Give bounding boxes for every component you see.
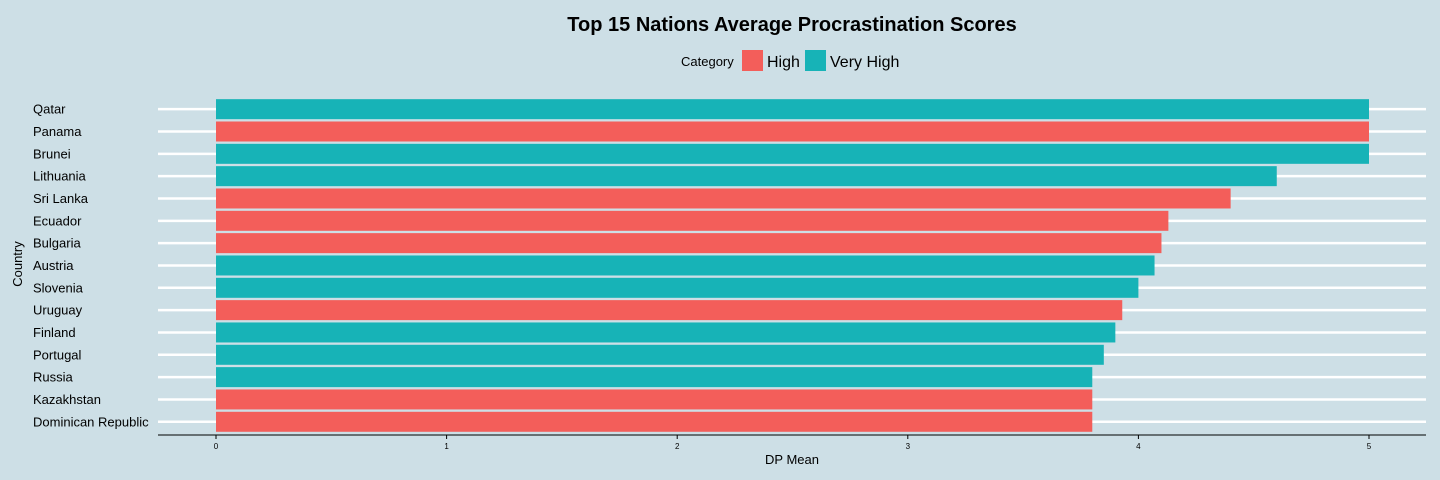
y-axis-title: Country xyxy=(10,241,25,287)
x-axis-ticks: 0 1 2 3 4 5 xyxy=(214,435,1372,451)
category-label: Russia xyxy=(33,370,74,385)
category-label: Qatar xyxy=(33,102,66,117)
legend-label-very-high: Very High xyxy=(830,54,899,71)
x-tick-label: 1 xyxy=(444,442,449,451)
category-label: Panama xyxy=(33,124,82,139)
bar-slovenia xyxy=(216,277,1139,298)
x-axis-title: DP Mean xyxy=(765,452,819,467)
x-tick-label: 4 xyxy=(1136,442,1141,451)
x-tick-label: 3 xyxy=(906,442,911,451)
x-tick-label: 2 xyxy=(675,442,680,451)
category-label: Sri Lanka xyxy=(33,191,89,206)
bar-sri-lanka xyxy=(216,188,1231,209)
legend-swatch-high xyxy=(742,50,763,71)
bar-ecuador xyxy=(216,210,1169,231)
category-label: Dominican Republic xyxy=(33,414,149,429)
category-labels: Qatar Panama Brunei Lithuania Sri Lanka Ecuad… xyxy=(33,102,149,430)
category-label: Brunei xyxy=(33,146,71,161)
x-tick-label: 5 xyxy=(1367,442,1372,451)
category-label: Ecuador xyxy=(33,213,82,228)
bars xyxy=(216,99,1369,432)
bar-qatar xyxy=(216,99,1369,120)
category-label: Kazakhstan xyxy=(33,392,101,407)
bar-uruguay xyxy=(216,300,1123,321)
bar-panama xyxy=(216,121,1369,142)
bar-brunei xyxy=(216,143,1369,164)
category-label: Bulgaria xyxy=(33,236,81,251)
legend: Category High Very High xyxy=(681,50,899,71)
legend-swatch-very-high xyxy=(805,50,826,71)
legend-title: Category xyxy=(681,54,734,69)
category-label: Austria xyxy=(33,258,74,273)
bar-dominican-republic xyxy=(216,411,1093,432)
bar-kazakhstan xyxy=(216,389,1093,410)
category-label: Slovenia xyxy=(33,280,84,295)
x-tick-label: 0 xyxy=(214,442,219,451)
bar-austria xyxy=(216,255,1155,276)
category-label: Portugal xyxy=(33,347,82,362)
bar-finland xyxy=(216,322,1116,343)
bar-lithuania xyxy=(216,166,1277,187)
chart-title: Top 15 Nations Average Procrastination S… xyxy=(567,14,1016,36)
category-label: Uruguay xyxy=(33,303,83,318)
bar-portugal xyxy=(216,344,1104,365)
category-label: Lithuania xyxy=(33,169,87,184)
bar-russia xyxy=(216,367,1093,388)
legend-label-high: High xyxy=(767,54,800,71)
bar-bulgaria xyxy=(216,233,1162,254)
category-label: Finland xyxy=(33,325,76,340)
